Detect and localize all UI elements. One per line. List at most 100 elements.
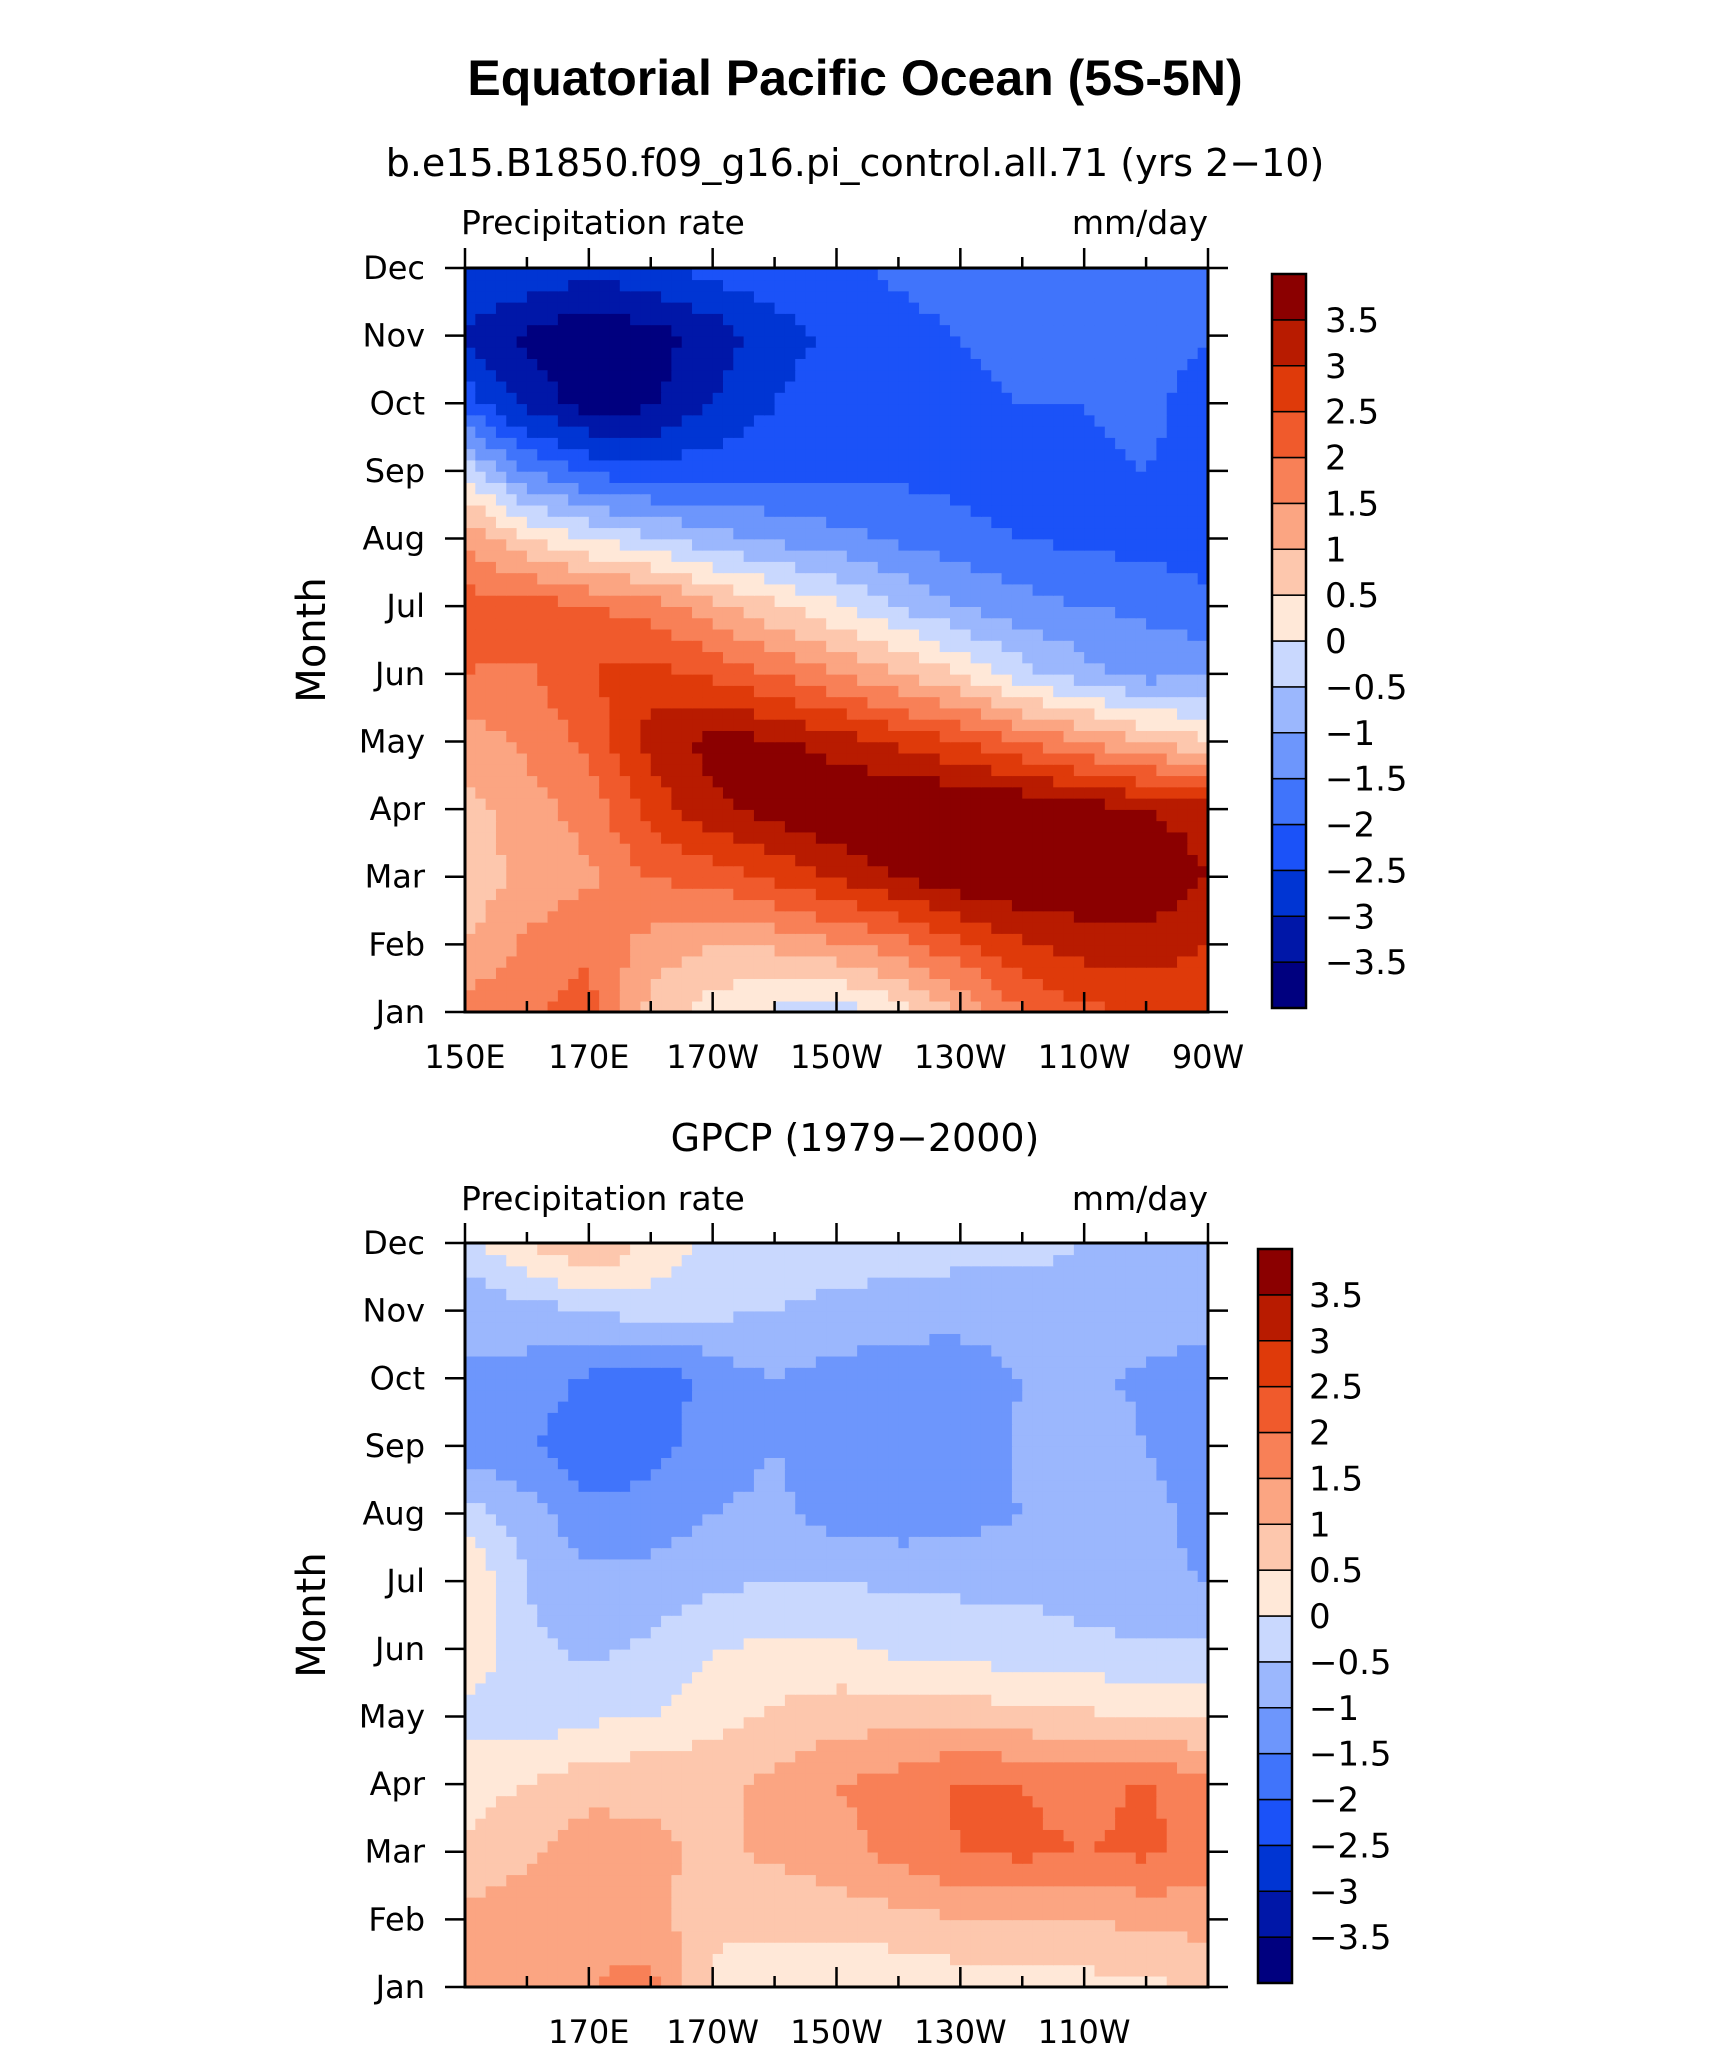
field-cell — [1094, 324, 1106, 337]
field-cell — [1135, 279, 1147, 292]
field-cell — [1063, 933, 1075, 946]
field-cell — [495, 437, 508, 450]
field-cell — [795, 955, 807, 968]
field-cell — [1115, 335, 1127, 348]
field-cell — [650, 493, 662, 506]
field-cell — [1022, 549, 1034, 562]
field-cell — [712, 414, 724, 427]
field-cell — [784, 955, 797, 968]
field-cell — [1022, 888, 1034, 901]
field-cell — [702, 1975, 714, 1988]
field-cell — [630, 865, 642, 878]
field-cell — [826, 978, 838, 991]
field-cell — [1187, 865, 1199, 878]
field-cell — [784, 786, 797, 799]
field-cell — [888, 324, 900, 337]
field-cell — [485, 854, 497, 867]
field-cell — [537, 831, 549, 844]
field-cell — [557, 1975, 569, 1988]
field-cell — [888, 854, 900, 867]
field-cell — [661, 797, 673, 810]
field-cell — [1197, 583, 1209, 596]
field-cell — [805, 380, 817, 393]
field-cell — [547, 978, 559, 991]
field-cell — [970, 797, 982, 810]
field-cell — [991, 966, 1003, 979]
field-cell — [588, 414, 600, 427]
field-cell — [733, 527, 745, 540]
field-cell — [516, 764, 528, 777]
field-cell — [980, 775, 993, 788]
field-cell — [671, 820, 683, 833]
field-cell — [1032, 876, 1044, 889]
field-cell — [557, 978, 569, 991]
field-cell — [1053, 1975, 1065, 1988]
field-cell — [1073, 538, 1085, 551]
field-cell — [547, 437, 559, 450]
field-cell — [939, 1975, 951, 1988]
field-cell — [919, 696, 931, 709]
field-cell — [671, 403, 683, 416]
field-cell — [898, 797, 910, 810]
field-cell — [1032, 516, 1044, 529]
field-cell — [702, 640, 714, 653]
field-cell — [568, 606, 580, 619]
field-cell — [599, 764, 611, 777]
field-cell — [815, 504, 827, 517]
field-cell — [1011, 459, 1024, 472]
field-cell — [784, 268, 797, 281]
field-cell — [681, 921, 693, 934]
field-cell — [588, 730, 600, 743]
field-cell — [939, 842, 951, 855]
field-cell — [1042, 335, 1055, 348]
field-cell — [805, 324, 817, 337]
field-cell — [836, 899, 848, 912]
field-cell — [764, 313, 776, 326]
field-cell — [1084, 707, 1096, 720]
field-cell — [846, 392, 858, 405]
field-cell — [950, 933, 962, 946]
field-cell — [671, 369, 683, 382]
field-cell — [495, 1964, 508, 1977]
field-cell — [980, 831, 993, 844]
field-cell — [1094, 831, 1106, 844]
field-cell — [980, 1964, 993, 1977]
field-cell — [733, 606, 745, 619]
field-cell — [960, 876, 972, 889]
field-cell — [650, 516, 662, 529]
field-cell — [619, 685, 631, 698]
field-cell — [970, 403, 982, 416]
field-cell — [1053, 831, 1065, 844]
field-cell — [1146, 437, 1158, 450]
field-cell — [1094, 425, 1106, 438]
field-cell — [1001, 561, 1013, 574]
field-cell — [578, 504, 590, 517]
field-cell — [774, 606, 786, 619]
field-cell — [1115, 978, 1127, 991]
field-cell — [557, 989, 569, 1002]
field-cell — [557, 696, 569, 709]
field-cell — [1084, 549, 1096, 562]
field-cell — [805, 279, 817, 292]
field-cell — [980, 493, 993, 506]
field-cell — [929, 933, 941, 946]
field-cell — [877, 989, 889, 1002]
field-cell — [1104, 775, 1116, 788]
field-cell — [702, 775, 714, 788]
field-cell — [826, 414, 838, 427]
field-cell — [919, 414, 931, 427]
field-cell — [1197, 549, 1209, 562]
field-cell — [857, 718, 869, 731]
field-cell — [465, 425, 477, 438]
field-cell — [475, 617, 487, 630]
field-cell — [692, 831, 704, 844]
field-cell — [1146, 279, 1158, 292]
field-cell — [1022, 470, 1034, 483]
field-cell — [599, 1975, 611, 1988]
field-cell — [784, 628, 797, 641]
field-cell — [877, 572, 889, 585]
field-cell — [516, 594, 528, 607]
field-cell — [1011, 403, 1024, 416]
field-cell — [1177, 820, 1189, 833]
field-cell — [857, 651, 869, 664]
